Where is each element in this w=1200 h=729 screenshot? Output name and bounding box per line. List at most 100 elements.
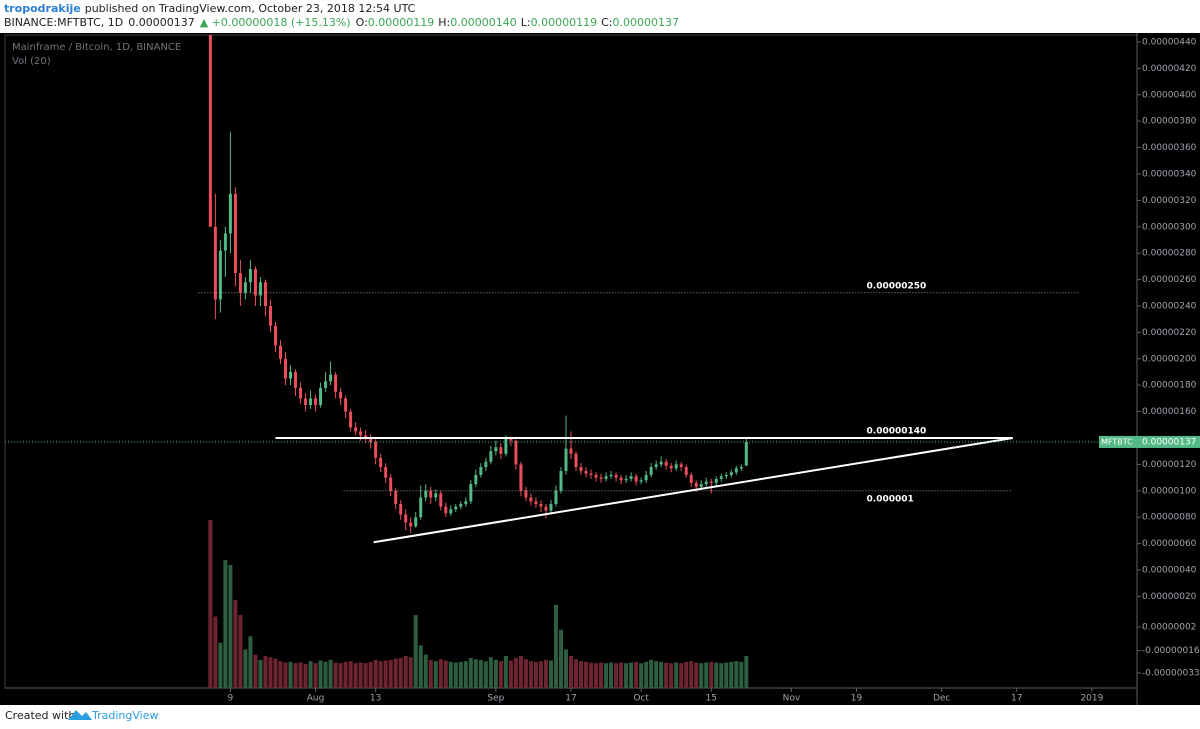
candle-body [258,282,262,296]
volume-bar [543,659,548,688]
volume-bar [553,604,558,688]
volume-bar [218,642,223,688]
y-tick-label: 0.00000320 [1142,196,1197,206]
candle-body [604,476,608,479]
candle-body [399,503,403,515]
volume-bar [348,661,353,688]
candle-body [273,325,277,346]
volume-bar [453,662,458,688]
candle-body [549,503,553,511]
volume-bar [488,657,493,688]
candle-body [534,501,538,504]
volume-bar [473,659,478,688]
volume-bar [468,657,473,688]
low-label: L: [521,16,531,29]
candle-body [304,398,308,405]
candle-body [394,490,398,504]
volume-bar [403,655,408,688]
x-tick-label: Sep [487,694,504,704]
volume-bar [213,616,218,688]
open-label: O: [356,16,368,29]
candle-body [409,522,413,527]
volume-bar [398,657,403,688]
y-tick-label: 0.00000180 [1142,381,1197,391]
volume-bar [584,661,589,688]
candle-body [384,467,388,478]
candle-body [599,477,603,479]
candle-body [404,514,408,523]
volume-bar [503,655,508,688]
candle-body [289,371,293,379]
volume-bar [388,659,393,688]
volume-bar [438,659,443,688]
candle-body [208,35,212,227]
x-tick-label: 15 [706,694,717,704]
volume-bar [634,661,639,688]
published: published on TradingView.com, October 23… [85,2,416,15]
candle-body [238,272,242,293]
volume-bar [408,657,413,688]
volume-bar [463,661,468,688]
volume-bar [373,659,378,688]
candle-body [414,517,418,527]
chart-background [0,33,1200,705]
y-tick-label: 0.00000260 [1142,275,1197,285]
candle-body [574,453,578,468]
volume-bar [709,661,714,688]
header-line-1: tropodrakije published on TradingView.com… [4,2,416,15]
candle-body [634,476,638,482]
y-tick-label: 0.00000120 [1142,460,1197,470]
candle-body [739,467,743,469]
volume-bar [303,663,308,688]
footer-brand[interactable]: TradingView [91,709,158,722]
x-tick-label: 17 [1011,694,1022,704]
last-price-label: 0.00000137 [1142,437,1196,447]
x-tick-label: Dec [933,694,950,704]
volume-bar [674,662,679,688]
candle-body [729,472,733,475]
change: ▲ +0.00000018 (+15.13%) [200,16,351,29]
volume-bar [278,661,283,688]
volume-bar [729,661,734,688]
y-tick-label: 0.00000160 [1142,407,1197,417]
candle-body [664,461,668,466]
volume-bar [538,661,543,688]
candle-body [689,474,693,483]
footer-created: Created with [5,709,75,722]
candle-body [744,441,748,466]
volume-bar [243,649,248,688]
volume-bar [328,659,333,688]
y-tick-label: 0.00000100 [1142,486,1197,496]
candle-body [369,437,373,442]
candle-body [469,484,473,502]
header-line-2: BINANCE:MFTBTC, 1D 0.00000137 ▲ +0.0000001… [4,16,679,29]
candle-body [283,358,287,379]
volume-bar [679,663,684,688]
candle-body [334,374,338,392]
volume-bar [694,662,699,688]
volume-bar [318,660,323,688]
candle-body [424,490,428,498]
plot-area [208,35,749,688]
candle-body [484,461,488,468]
x-tick-label: 17 [565,694,576,704]
volume-bar [563,649,568,688]
volume-bar [744,655,749,688]
volume-bar [413,615,418,688]
volume-bar [353,663,358,688]
trendline [373,437,1013,544]
volume-bar [483,661,488,688]
volume-bar [313,663,318,688]
volume-bar [639,663,644,688]
volume-bar [644,661,649,688]
volume-bar [253,654,258,688]
candle-body [263,282,267,306]
candle-body [429,490,433,498]
x-tick-label: Oct [633,694,649,704]
candle-body [278,345,282,359]
volume-bar [518,655,523,688]
candle-body [734,468,738,473]
author[interactable]: tropodrakije [4,2,81,15]
volume-bar [579,661,584,688]
volume-bar [363,663,368,688]
